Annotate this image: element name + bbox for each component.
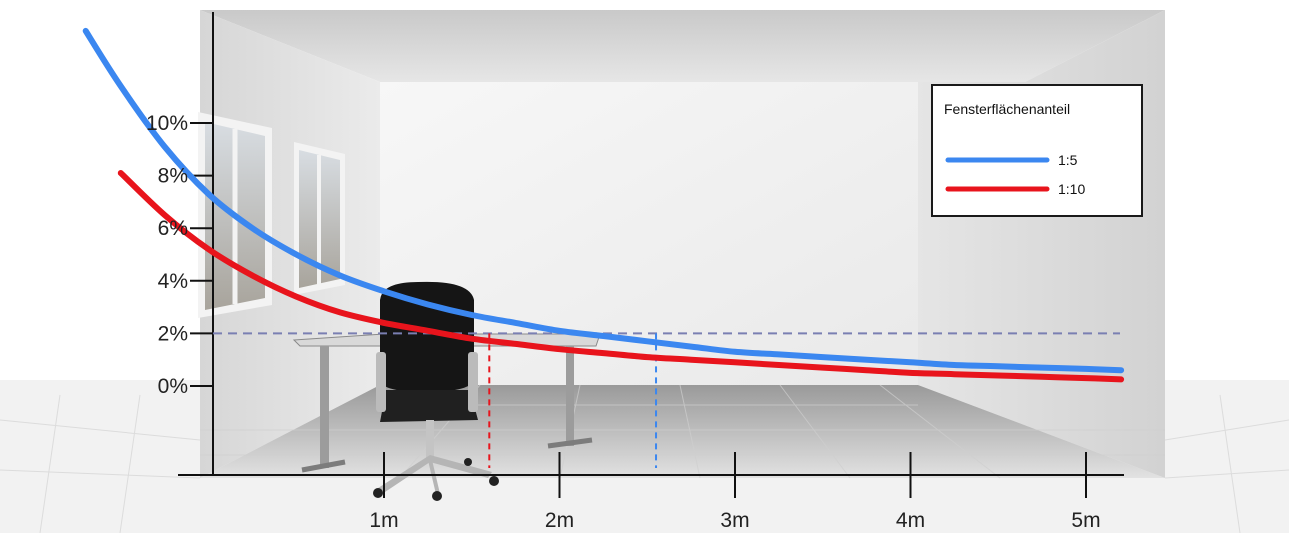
legend-label-1-10: 1:10 — [1058, 181, 1085, 197]
legend-title: Fensterflächenanteil — [944, 101, 1070, 117]
room-illustration — [0, 10, 1289, 533]
legend: Fensterflächenanteil 1:5 1:10 — [931, 84, 1143, 217]
back-wall — [380, 82, 918, 385]
floor-tiles — [200, 384, 1165, 479]
legend-label-1-5: 1:5 — [1058, 152, 1078, 168]
outer-floor-tiles — [0, 394, 1289, 533]
y-tick-label: 10% — [146, 112, 188, 135]
x-tick-label: 3m — [720, 509, 749, 532]
y-tick-label: 2% — [158, 322, 188, 345]
series-layer — [82, 27, 1125, 383]
x-tick-label: 2m — [545, 509, 574, 532]
y-tick-label: 6% — [158, 217, 188, 240]
y-tick-label: 8% — [158, 165, 188, 188]
series-line-1-5 — [82, 27, 1125, 374]
y-tick-label: 0% — [158, 375, 188, 398]
x-tick-label: 4m — [896, 509, 925, 532]
tick-labels: 0% 2% 4% 6% 8% 10% 1m 2m 3m 4m 5m — [146, 112, 1101, 532]
y-tick-label: 4% — [158, 270, 188, 293]
x-tick-label: 1m — [369, 509, 398, 532]
series-line-1-10 — [117, 170, 1125, 383]
ceiling — [200, 10, 1165, 82]
x-tick-label: 5m — [1071, 509, 1100, 532]
legend-box — [931, 84, 1143, 217]
